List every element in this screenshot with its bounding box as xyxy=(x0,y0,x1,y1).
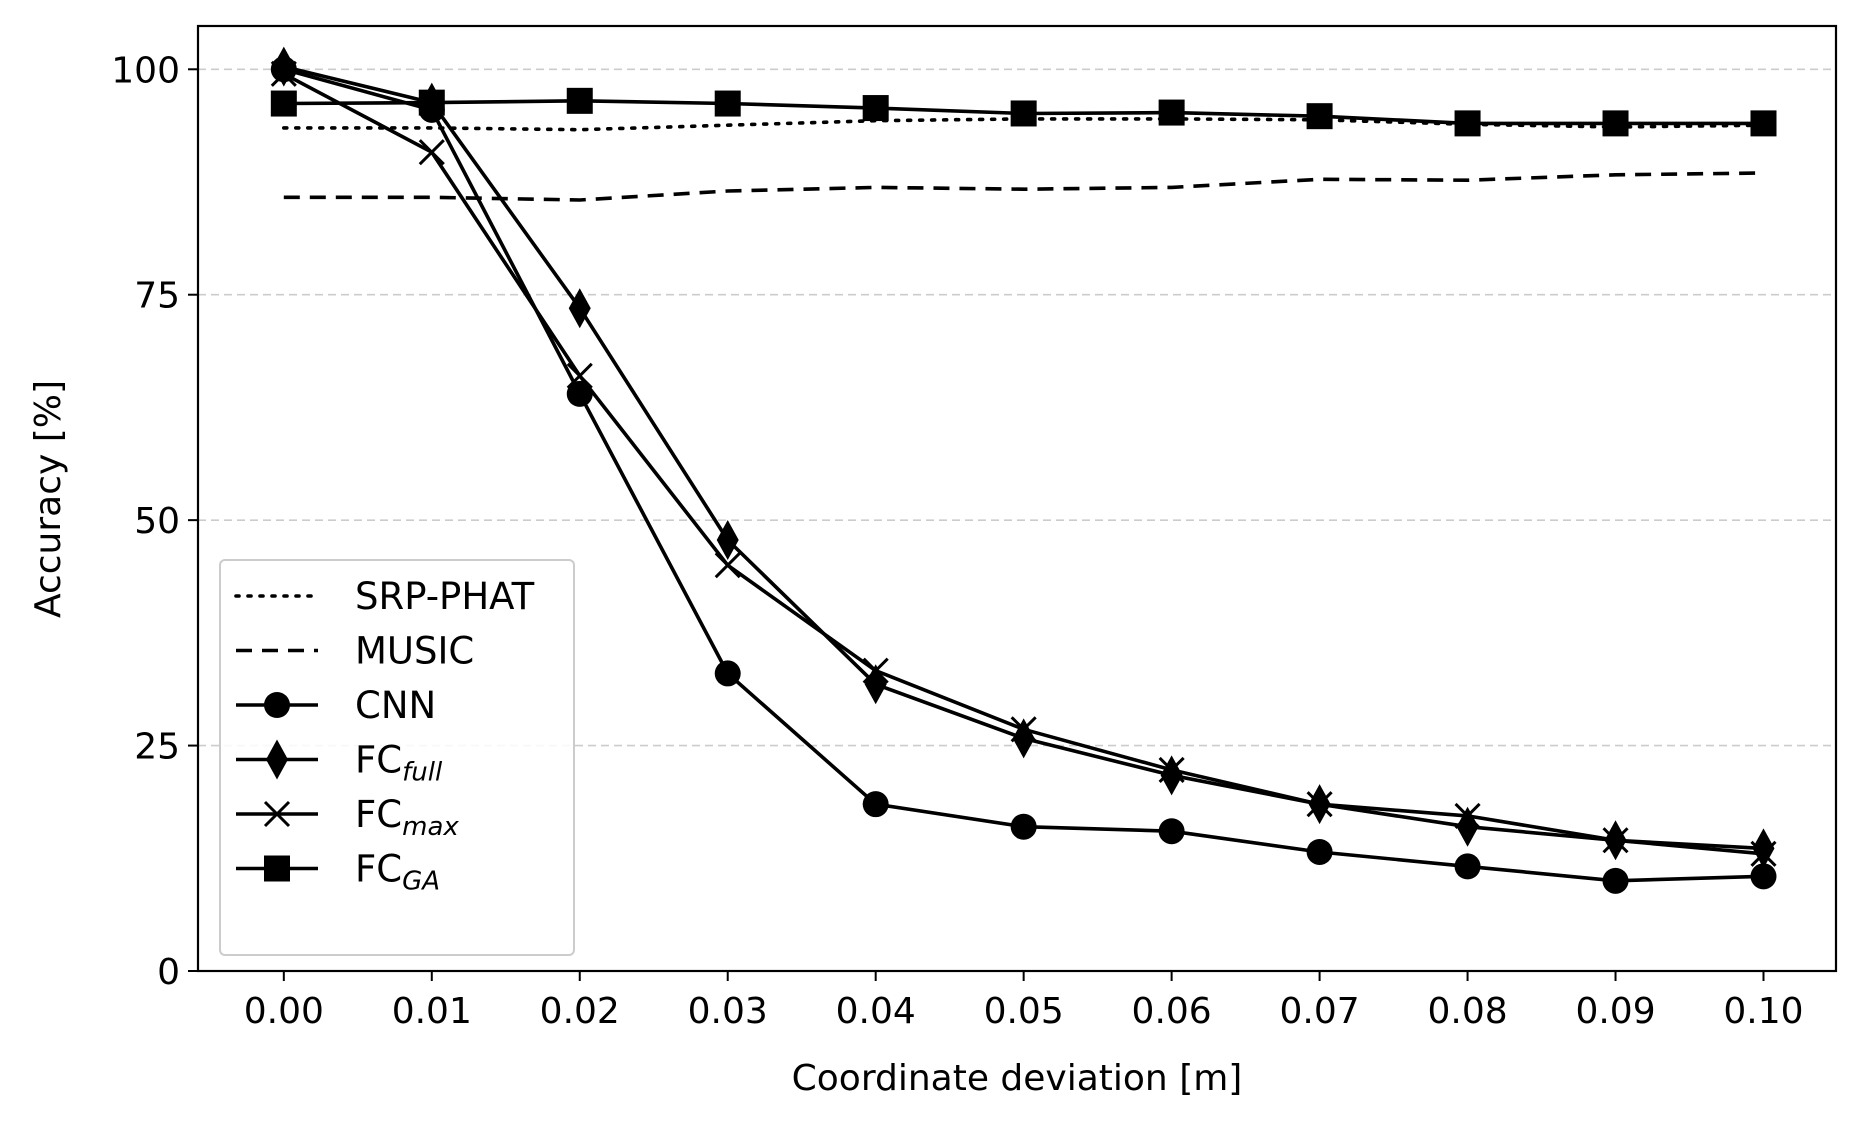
data-point-fcmax xyxy=(714,552,741,579)
data-point-fcmax xyxy=(270,60,297,87)
data-point-fcga xyxy=(1158,99,1185,126)
legend-label-srp-phat: SRP-PHAT xyxy=(355,575,535,618)
data-point-fcmax xyxy=(418,139,445,166)
x-tick-label: 0.07 xyxy=(1280,991,1360,1032)
y-tick-label: 0 xyxy=(157,952,180,993)
data-point-fcga xyxy=(418,89,445,116)
data-point-fcga xyxy=(566,87,593,114)
y-tick-label: 75 xyxy=(134,276,180,317)
data-point-cnn xyxy=(1454,853,1481,880)
data-point-fcmax xyxy=(1306,791,1333,818)
data-point-fcga xyxy=(1602,110,1629,137)
legend-box xyxy=(219,559,575,956)
data-point-fcmax xyxy=(1010,716,1037,743)
legend-item-fcfull: FCfull xyxy=(236,739,443,788)
data-point-fcmax xyxy=(1158,756,1185,783)
x-tick-label: 0.03 xyxy=(688,991,768,1032)
y-tick-label: 25 xyxy=(134,727,180,768)
data-point-cnn xyxy=(714,660,741,687)
legend-item-srp-phat: SRP-PHAT xyxy=(234,575,535,618)
x-tick-label: 0.09 xyxy=(1575,991,1655,1032)
legend-marker-fcga xyxy=(264,855,290,882)
y-tick-label: 100 xyxy=(111,50,180,91)
data-point-fcga xyxy=(714,90,741,117)
y-axis-title: Accuracy [%] xyxy=(28,380,69,618)
series-music xyxy=(283,171,1764,202)
legend-marker-fcmax xyxy=(263,800,291,828)
data-point-cnn xyxy=(862,791,889,818)
data-point-fcmax xyxy=(862,657,889,684)
data-point-cnn xyxy=(1158,818,1185,845)
legend-item-cnn: CNN xyxy=(236,684,436,727)
series-fcmax xyxy=(270,60,1777,867)
legend-item-music: MUSIC xyxy=(236,630,474,673)
legend-subscript-fcfull: full xyxy=(402,758,443,788)
series-line-music xyxy=(283,171,1764,202)
x-tick-label: 0.10 xyxy=(1723,991,1803,1032)
x-tick-label: 0.04 xyxy=(836,991,916,1032)
legend-marker-cnn xyxy=(264,692,290,718)
axes: 0 25 50 75 100 0.00 0.01 0.02 0.03 0.04 0.05 0.06 0.… xyxy=(111,50,1803,1032)
data-point-cnn xyxy=(1750,863,1777,890)
y-tick-label: 50 xyxy=(134,501,180,542)
data-point-fcga xyxy=(1750,110,1777,137)
data-point-fcga xyxy=(270,90,297,117)
data-point-fcmax xyxy=(1454,802,1481,829)
legend-marker-fcfull xyxy=(266,739,288,780)
x-tick-label: 0.02 xyxy=(540,991,620,1032)
data-point-cnn xyxy=(1010,813,1037,840)
data-point-fcga xyxy=(862,95,889,122)
data-point-fcga xyxy=(1306,103,1333,130)
x-tick-label: 0.00 xyxy=(244,991,324,1032)
x-axis-title: Coordinate deviation [m] xyxy=(792,1058,1243,1099)
data-point-fcga xyxy=(1010,100,1037,127)
data-point-fcga xyxy=(1454,110,1481,137)
legend-label-cnn: CNN xyxy=(355,684,436,727)
legend-label-music: MUSIC xyxy=(355,630,474,673)
data-point-cnn xyxy=(1602,867,1629,894)
series-lines xyxy=(270,46,1777,894)
legend-label-fcfull: FCfull xyxy=(355,739,443,788)
series-fcga xyxy=(270,87,1777,137)
data-point-fcmax xyxy=(1602,827,1629,854)
x-tick-label: 0.01 xyxy=(392,991,472,1032)
plot-frame xyxy=(196,24,1838,973)
legend-subscript-fcga: GA xyxy=(402,867,440,897)
data-point-fcmax xyxy=(566,362,593,389)
data-point-fcfull xyxy=(568,288,591,329)
data-point-cnn xyxy=(566,380,593,407)
legend-subscript-fcmax: max xyxy=(402,812,459,842)
data-point-fcfull xyxy=(716,519,739,560)
x-tick-label: 0.05 xyxy=(984,991,1064,1032)
x-tick-label: 0.06 xyxy=(1132,991,1212,1032)
data-point-cnn xyxy=(1306,838,1333,865)
x-tick-label: 0.08 xyxy=(1427,991,1507,1032)
data-point-fcmax xyxy=(1750,840,1777,867)
